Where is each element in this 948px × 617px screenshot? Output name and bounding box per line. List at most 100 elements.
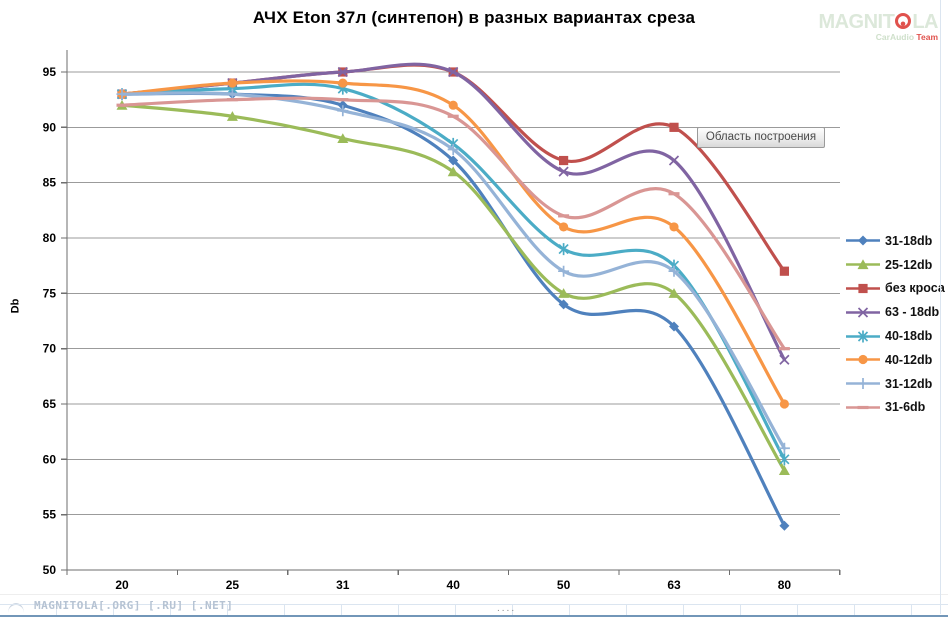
x-axis-label[interactable]: 31: [336, 578, 350, 592]
data-point-marker[interactable]: [448, 66, 459, 78]
legend-marker[interactable]: [857, 307, 869, 318]
data-point-marker[interactable]: [778, 465, 790, 475]
data-point-marker[interactable]: [779, 354, 790, 365]
series-25-12db[interactable]: [116, 100, 790, 475]
data-point-marker[interactable]: [116, 88, 128, 100]
x-axis-label[interactable]: 25: [226, 578, 240, 592]
y-axis-label[interactable]: 70: [43, 342, 57, 356]
data-point-marker[interactable]: [779, 266, 789, 276]
legend-marker-circle-icon: [846, 355, 880, 365]
data-point-marker[interactable]: [337, 98, 349, 102]
series-31-12db[interactable]: [116, 88, 790, 454]
data-point-marker[interactable]: [559, 222, 569, 232]
legend-marker[interactable]: [857, 378, 869, 390]
data-point-marker[interactable]: [779, 453, 790, 466]
data-point-marker[interactable]: [669, 321, 679, 332]
data-point-marker[interactable]: [447, 114, 459, 118]
data-point-marker[interactable]: [669, 122, 679, 132]
y-axis-label[interactable]: 80: [43, 231, 57, 245]
data-point-marker[interactable]: [668, 192, 680, 196]
legend-item-40-12db[interactable]: 40-12db: [845, 348, 945, 372]
y-axis-label[interactable]: 65: [43, 397, 57, 411]
data-point-marker[interactable]: [558, 288, 570, 298]
legend-marker[interactable]: [857, 405, 869, 410]
legend-item-31-18db[interactable]: 31-18db: [845, 229, 945, 253]
data-point-marker[interactable]: [668, 155, 680, 166]
series-line[interactable]: [120, 103, 786, 472]
legend-label: 40-12db: [885, 352, 933, 367]
data-point-marker[interactable]: [226, 111, 238, 121]
legend-marker-plus-icon: [846, 378, 880, 390]
data-point-marker[interactable]: [447, 166, 459, 177]
data-point-marker[interactable]: [669, 222, 679, 232]
data-point-marker[interactable]: [668, 288, 680, 298]
data-point-marker[interactable]: [448, 100, 458, 110]
data-point-marker[interactable]: [779, 520, 790, 531]
logo-text-prefix: MAGNIT: [818, 11, 895, 33]
legend-marker[interactable]: [857, 330, 869, 343]
legend-item-31-12db[interactable]: 31-12db: [845, 372, 945, 396]
data-point-marker[interactable]: [447, 143, 459, 155]
chart-title[interactable]: АЧХ Eton 37л (синтепон) в разных вариант…: [252, 8, 696, 27]
data-point-marker[interactable]: [337, 100, 348, 111]
data-point-marker[interactable]: [448, 155, 459, 166]
data-point-marker[interactable]: [558, 214, 570, 218]
legend-label: 31-12db: [885, 376, 933, 391]
data-point-marker[interactable]: [558, 166, 569, 177]
legend-item-40-18db[interactable]: 40-18db: [845, 324, 945, 348]
legend-item-без-кроса[interactable]: без кроса: [845, 277, 945, 301]
legend-item-63-18db[interactable]: 63 - 18db: [845, 300, 945, 324]
axis-labels[interactable]: 95 90 85 80 75 70 65 60 55 50 20 25 31 40 50 63 80: [43, 65, 792, 592]
bottom-blue-line: [0, 615, 948, 617]
data-point-marker[interactable]: [226, 98, 238, 102]
series-line[interactable]: [120, 82, 786, 461]
data-point-marker[interactable]: [558, 299, 569, 310]
chart-legend[interactable]: 31-18db 25-12db без кроса 63 - 18db 40-18db 4…: [845, 229, 945, 419]
axes[interactable]: [61, 50, 841, 575]
data-point-marker[interactable]: [558, 243, 569, 256]
sheet-gridline-right: [940, 0, 941, 614]
legend-marker[interactable]: [858, 355, 868, 365]
legend-marker[interactable]: [857, 259, 869, 270]
legend-marker-asterisk-icon: [846, 330, 880, 343]
y-axis-label[interactable]: 90: [43, 120, 57, 134]
data-point-marker[interactable]: [337, 105, 349, 117]
bottom-strip: MAGNITOLA[.ORG] [.RU] [.NET] ....: [0, 594, 948, 617]
data-point-marker[interactable]: [337, 66, 348, 78]
data-point-marker[interactable]: [337, 133, 349, 143]
speaker-ring-icon: [895, 13, 912, 29]
x-axis-label[interactable]: 20: [115, 578, 129, 592]
bottom-watermark-text: MAGNITOLA[.ORG] [.RU] [.NET]: [34, 599, 234, 612]
y-axis-label[interactable]: 75: [43, 286, 57, 300]
y-axis-label[interactable]: 50: [43, 563, 57, 577]
x-axis-label[interactable]: 40: [447, 578, 461, 592]
y-axis-label[interactable]: 95: [43, 65, 57, 79]
data-point-marker[interactable]: [227, 78, 237, 88]
y-axis-label[interactable]: 55: [43, 508, 57, 522]
y-axis-label[interactable]: 60: [43, 452, 57, 466]
y-axis-title[interactable]: Db: [9, 298, 22, 314]
data-point-marker[interactable]: [559, 155, 569, 166]
data-point-marker[interactable]: [779, 399, 790, 409]
data-point-marker[interactable]: [778, 347, 790, 351]
x-axis-label[interactable]: 80: [778, 578, 792, 592]
legend-marker[interactable]: [858, 283, 868, 294]
y-axis-label[interactable]: 85: [43, 176, 57, 190]
data-point-marker[interactable]: [778, 442, 790, 454]
legend-item-25-12db[interactable]: 25-12db: [845, 253, 945, 277]
data-point-marker[interactable]: [338, 78, 348, 88]
data-point-marker[interactable]: [558, 265, 570, 277]
legend-marker-x-icon: [846, 307, 880, 318]
logo-subtitle: CarAudio Team: [875, 32, 938, 42]
legend-marker[interactable]: [858, 235, 868, 246]
data-point-marker[interactable]: [116, 103, 128, 107]
x-axis-label[interactable]: 63: [667, 578, 681, 592]
legend-item-31-6db[interactable]: 31-6db: [845, 396, 945, 420]
data-point-marker[interactable]: [226, 88, 238, 100]
series-31-6db[interactable]: [116, 96, 790, 351]
data-point-marker[interactable]: [668, 265, 680, 277]
x-axis-label[interactable]: 50: [557, 578, 571, 592]
series-line[interactable]: [120, 79, 786, 406]
